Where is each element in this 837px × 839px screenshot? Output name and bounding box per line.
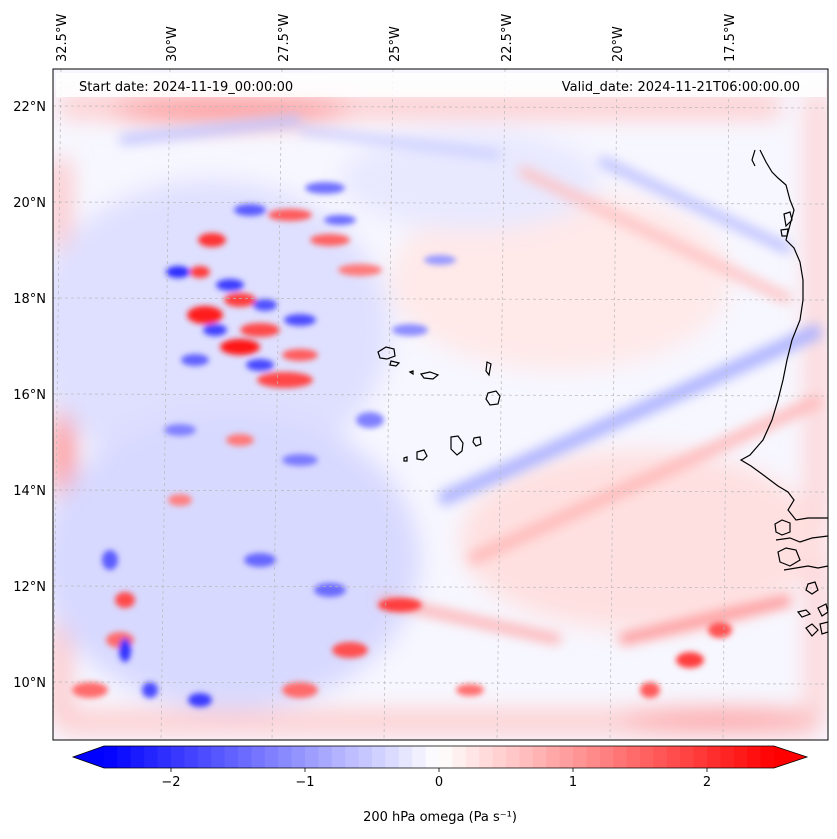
colorbar-segment (345, 746, 360, 768)
colorbar-segments (104, 746, 775, 768)
cape-verde-islands (377, 346, 501, 462)
colorbar-ticks: −2 −1 0 1 2 (161, 768, 711, 790)
colorbar-segment (492, 746, 507, 768)
colorbar-segment (573, 746, 587, 768)
longitude-tick-labels: 32.5°W 30°W 27.5°W 25°W 22.5°W 20°W 17.5… (55, 14, 738, 62)
colorbar-segment (318, 746, 333, 768)
colorbar-segment (720, 746, 735, 768)
colorbar-segment (144, 746, 159, 768)
colorbar-segment (372, 746, 386, 768)
omega-bands (119, 115, 823, 645)
colorbar-segment (385, 746, 400, 768)
lon-tick-label: 30°W (165, 26, 180, 62)
colorbar-tick-label: −1 (295, 775, 314, 790)
colorbar-segment (425, 746, 440, 768)
colorbar: −2 −1 0 1 2 200 hPa omega (Pa s⁻¹) (71, 745, 809, 825)
colorbar-segment (439, 746, 453, 768)
colorbar-segment (613, 746, 628, 768)
colorbar-segment (733, 746, 748, 768)
colorbar-outline (71, 745, 809, 769)
colorbar-segment (412, 746, 427, 768)
lon-tick-label: 22.5°W (500, 14, 515, 62)
lat-tick-label: 20°N (13, 196, 46, 211)
map-frame (52, 68, 829, 741)
header-strip (56, 73, 826, 97)
map-panel: Start date: 2024-11-19_00:00:00 Valid_da… (13, 14, 829, 741)
colorbar-segment (640, 746, 654, 768)
colorbar-segment (291, 746, 306, 768)
africa-coastline (739, 149, 828, 637)
colorbar-segment (184, 746, 199, 768)
omega-field (53, 69, 828, 740)
colorbar-label: 200 hPa omega (Pa s⁻¹) (363, 810, 517, 825)
colorbar-tick-label: 0 (435, 775, 443, 790)
colorbar-segment (506, 746, 520, 768)
lon-tick-label: 17.5°W (723, 14, 738, 62)
colorbar-segment (358, 746, 373, 768)
colorbar-tick-label: 1 (569, 775, 577, 790)
colorbar-extend-max (774, 746, 807, 768)
colorbar-segment (224, 746, 239, 768)
colorbar-segment (532, 746, 547, 768)
colorbar-segment (760, 746, 775, 768)
colorbar-segment (104, 746, 118, 768)
colorbar-segment (117, 746, 132, 768)
start-date-label: Start date: 2024-11-19_00:00:00 (79, 80, 293, 95)
lat-tick-label: 18°N (13, 292, 46, 307)
omega-cells (72, 182, 732, 707)
colorbar-segment (331, 746, 346, 768)
lat-tick-label: 12°N (13, 580, 46, 595)
omega-broad-zones (53, 90, 826, 732)
colorbar-segment (680, 746, 695, 768)
colorbar-segment (559, 746, 574, 768)
colorbar-segment (465, 746, 480, 768)
colorbar-segment (197, 746, 212, 768)
lon-tick-label: 25°W (388, 26, 403, 62)
latitude-tick-labels: 22°N 20°N 18°N 16°N 14°N 12°N 10°N (13, 100, 46, 691)
colorbar-segment (599, 746, 614, 768)
colorbar-segment (586, 746, 601, 768)
colorbar-segment (707, 746, 721, 768)
colorbar-segment (479, 746, 494, 768)
lon-tick-label: 32.5°W (55, 14, 70, 62)
colorbar-segment (452, 746, 467, 768)
lat-tick-label: 14°N (13, 484, 46, 499)
lon-tick-label: 20°W (611, 26, 626, 62)
colorbar-segment (519, 746, 534, 768)
colorbar-segment (546, 746, 561, 768)
valid-date-label: Valid_date: 2024-11-21T06:00:00.00 (562, 80, 800, 95)
lat-tick-label: 10°N (13, 676, 46, 691)
colorbar-segment (251, 746, 266, 768)
colorbar-segment (278, 746, 293, 768)
colorbar-segment (211, 746, 226, 768)
colorbar-segment (305, 746, 319, 768)
lat-tick-label: 22°N (13, 100, 46, 115)
colorbar-segment (626, 746, 641, 768)
gridlines (53, 69, 828, 740)
colorbar-segment (398, 746, 413, 768)
colorbar-extend-min (73, 746, 104, 768)
colorbar-tick-label: −2 (161, 775, 180, 790)
colorbar-segment (157, 746, 172, 768)
lon-tick-label: 27.5°W (277, 14, 292, 62)
colorbar-segment (653, 746, 668, 768)
colorbar-segment (264, 746, 279, 768)
colorbar-segment (238, 746, 252, 768)
colorbar-tick-label: 2 (703, 775, 711, 790)
lat-tick-label: 16°N (13, 388, 46, 403)
colorbar-segment (747, 746, 762, 768)
colorbar-segment (666, 746, 681, 768)
colorbar-segment (130, 746, 145, 768)
colorbar-segment (171, 746, 185, 768)
colorbar-segment (693, 746, 708, 768)
